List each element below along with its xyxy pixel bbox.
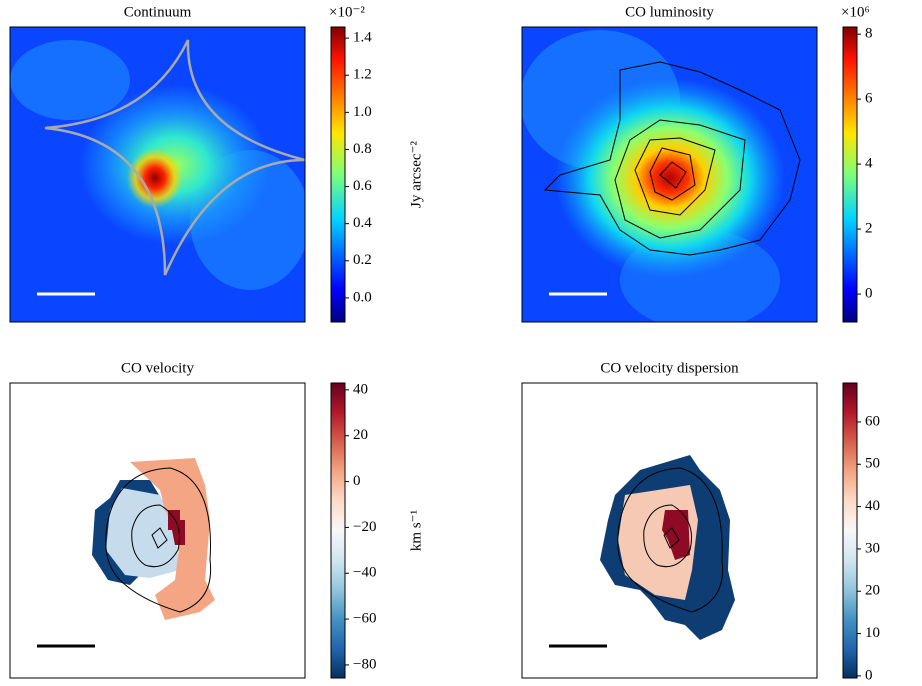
colorbar — [842, 382, 858, 679]
colorbar-label: km s⁻¹ — [408, 510, 424, 551]
colorbar-tick-label: 0.2 — [353, 252, 372, 268]
colorbar-tick-label: 0.8 — [353, 141, 372, 157]
panel-title: CO velocity dispersion — [600, 360, 739, 376]
colorbar-tick-label: −60 — [353, 611, 376, 627]
panel-title: Continuum — [124, 4, 192, 20]
colorbar-tick-label: 1.2 — [353, 67, 372, 83]
colorbar-label: L⊙ kpc⁻² — [920, 144, 922, 204]
colorbar-multiplier: ×10⁶ — [841, 4, 870, 20]
colorbar-label: km s⁻¹ — [920, 510, 922, 551]
colorbar-tick-label: 30 — [865, 540, 880, 556]
colorbar-tick-label: 0.0 — [353, 289, 372, 305]
colorbar-tick-label: 0 — [865, 285, 873, 301]
colorbar-tick-label: 6 — [865, 91, 873, 107]
panel-title: CO luminosity — [625, 4, 714, 20]
colorbar-tick-label: 1.0 — [353, 104, 372, 120]
co-luminosity-image — [522, 27, 817, 322]
colorbar-tick-label: 0.4 — [353, 215, 372, 231]
colorbar-tick-label: 8 — [865, 26, 873, 42]
co-velocity-image — [10, 383, 305, 678]
co-dispersion-image — [522, 383, 817, 678]
colorbar-tick-label: 10 — [865, 625, 880, 641]
colorbar-multiplier: ×10⁻² — [329, 4, 365, 20]
colorbar-tick-label: 40 — [353, 381, 368, 397]
colorbar-tick-label: 60 — [865, 413, 880, 429]
colorbar-tick-label: 2 — [865, 221, 873, 237]
frame — [9, 26, 306, 323]
colorbar-tick-label: 20 — [353, 427, 368, 443]
colorbar-label: Jy arcsec⁻² — [408, 141, 424, 208]
continuum-image — [10, 27, 305, 322]
colorbar-tick-label: −40 — [353, 565, 376, 581]
colorbar-tick-label: −80 — [353, 656, 376, 672]
colorbar-tick-label: 0.6 — [353, 178, 372, 194]
colorbar-tick-label: 50 — [865, 456, 880, 472]
colorbar — [842, 26, 858, 323]
colorbar-tick-label: 40 — [865, 498, 880, 514]
frame — [9, 382, 306, 679]
frame — [521, 26, 818, 323]
colorbar-tick-label: 0 — [865, 667, 873, 683]
colorbar — [330, 26, 346, 323]
frame — [521, 382, 818, 679]
colorbar-tick-label: 1.4 — [353, 30, 372, 46]
colorbar-tick-label: 0 — [353, 473, 361, 489]
colorbar-tick-label: 4 — [865, 156, 873, 172]
colorbar-tick-label: 20 — [865, 583, 880, 599]
panel-title: CO velocity — [121, 360, 194, 376]
colorbar-tick-label: −20 — [353, 519, 376, 535]
colorbar — [330, 382, 346, 679]
